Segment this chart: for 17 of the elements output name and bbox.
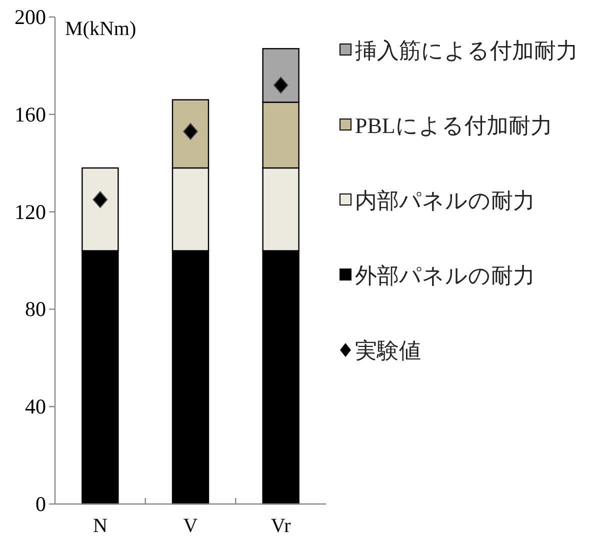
legend-label: 外部パネルの耐力 (355, 263, 535, 288)
y-tick-label: 80 (25, 297, 46, 322)
y-tick-label: 200 (14, 5, 46, 29)
point (92, 191, 108, 208)
x-tick-label: N (92, 515, 108, 537)
x-tick-label: V (183, 515, 198, 537)
y-axis-title: M(kNm) (65, 18, 136, 40)
legend-label: 挿入筋による付加耐力 (355, 38, 578, 63)
y-tick-label: 160 (14, 102, 46, 126)
y-tick-label: 0 (36, 492, 46, 516)
legend-label: 内部パネルの耐力 (355, 188, 535, 213)
legend-label: 実験値 (355, 338, 421, 363)
x-tick-label: Vr (270, 515, 292, 537)
legend-label: PBLによる付加耐力 (355, 113, 552, 138)
y-tick-label: 40 (25, 394, 46, 419)
point (273, 76, 288, 94)
y-tick-label: 120 (14, 200, 46, 224)
